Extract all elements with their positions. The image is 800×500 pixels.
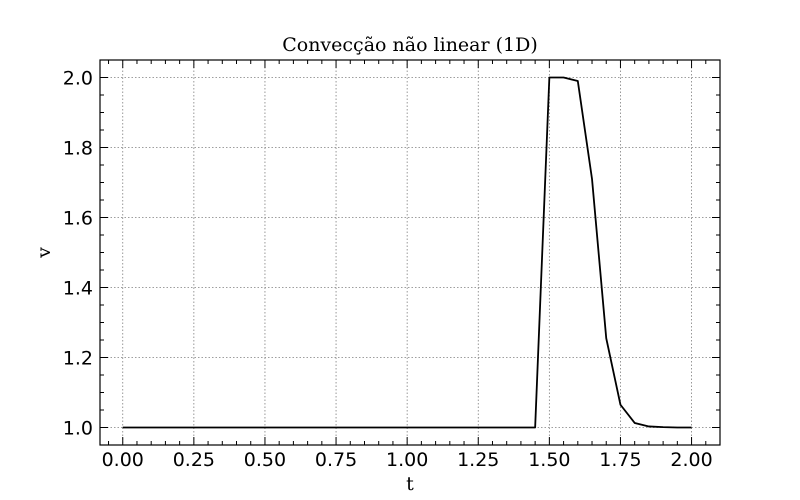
ticks: 0.00 0.25 0.50 0.75 1.00 1.25 1.50 1.75 2.00 1.0 1… bbox=[63, 60, 720, 471]
y-tick-label: 2.0 bbox=[63, 68, 93, 90]
y-tick-label: 1.4 bbox=[63, 278, 93, 300]
x-tick-label: 1.75 bbox=[599, 449, 641, 471]
y-tick-label: 1.8 bbox=[63, 138, 93, 160]
chart-title: Convecção não linear (1D) bbox=[282, 34, 538, 56]
x-tick-label: 2.00 bbox=[670, 449, 712, 471]
x-axis-label: t bbox=[406, 473, 414, 495]
x-tick-label: 0.00 bbox=[102, 449, 144, 471]
x-tick-label: 1.25 bbox=[457, 449, 499, 471]
x-tick-label: 1.50 bbox=[528, 449, 570, 471]
series-line bbox=[122, 76, 692, 429]
x-tick-label: 0.25 bbox=[173, 449, 215, 471]
y-tick-label: 1.6 bbox=[63, 208, 93, 230]
grid bbox=[100, 60, 720, 445]
x-tick-label: 1.00 bbox=[386, 449, 428, 471]
y-axis-label: v bbox=[33, 247, 55, 259]
series-layer bbox=[122, 76, 692, 429]
x-tick-label: 0.75 bbox=[315, 449, 357, 471]
x-tick-label: 0.50 bbox=[244, 449, 286, 471]
y-tick-label: 1.0 bbox=[63, 418, 93, 440]
y-tick-label: 1.2 bbox=[63, 348, 93, 370]
plot-frame bbox=[99, 59, 721, 446]
